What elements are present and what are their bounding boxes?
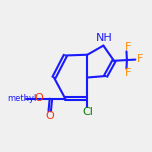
Text: methyl: methyl — [7, 94, 36, 103]
Text: O: O — [45, 111, 54, 121]
Text: Cl: Cl — [82, 107, 93, 117]
Text: F: F — [124, 42, 131, 52]
Text: F: F — [124, 68, 131, 78]
Text: NH: NH — [96, 33, 112, 43]
Text: F: F — [137, 54, 143, 64]
Text: O: O — [34, 93, 43, 103]
